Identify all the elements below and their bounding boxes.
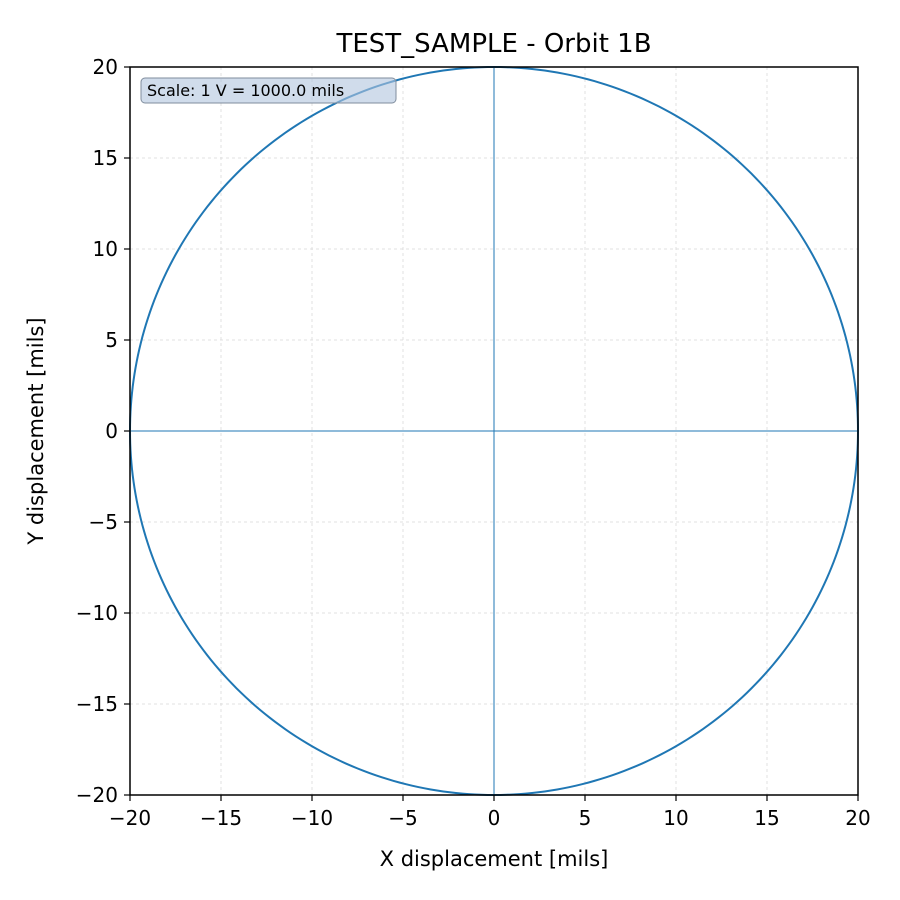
- x-axis-ticks: −20 −15 −10 −5 0 5 10 15 20: [109, 795, 871, 830]
- x-tick-label: 20: [845, 806, 870, 830]
- x-axis-label: X displacement [mils]: [380, 847, 609, 871]
- x-tick-label: −10: [291, 806, 333, 830]
- x-tick-label: −20: [109, 806, 151, 830]
- y-tick-label: 5: [105, 328, 118, 352]
- y-tick-label: 15: [93, 146, 118, 170]
- scale-annotation-text: Scale: 1 V = 1000.0 mils: [147, 81, 344, 100]
- scale-annotation: Scale: 1 V = 1000.0 mils: [140, 77, 397, 104]
- y-tick-label: −20: [76, 783, 118, 807]
- x-tick-label: −15: [200, 806, 242, 830]
- chart-title: TEST_SAMPLE - Orbit 1B: [335, 29, 651, 59]
- x-tick-label: 10: [663, 806, 688, 830]
- y-tick-label: −10: [76, 601, 118, 625]
- y-axis-ticks: −20 −15 −10 −5 0 5 10 15 20: [76, 55, 130, 807]
- y-tick-label: 0: [105, 419, 118, 443]
- reference-lines: [130, 67, 858, 795]
- scale-annotation-box: [140, 77, 397, 104]
- y-tick-label: −5: [89, 510, 118, 534]
- y-axis-label: Y displacement [mils]: [24, 317, 48, 545]
- x-tick-label: 5: [579, 806, 592, 830]
- y-tick-label: 20: [93, 55, 118, 79]
- y-tick-label: −15: [76, 692, 118, 716]
- x-tick-label: 15: [754, 806, 779, 830]
- x-tick-label: 0: [488, 806, 501, 830]
- y-tick-label: 10: [93, 237, 118, 261]
- x-tick-label: −5: [388, 806, 417, 830]
